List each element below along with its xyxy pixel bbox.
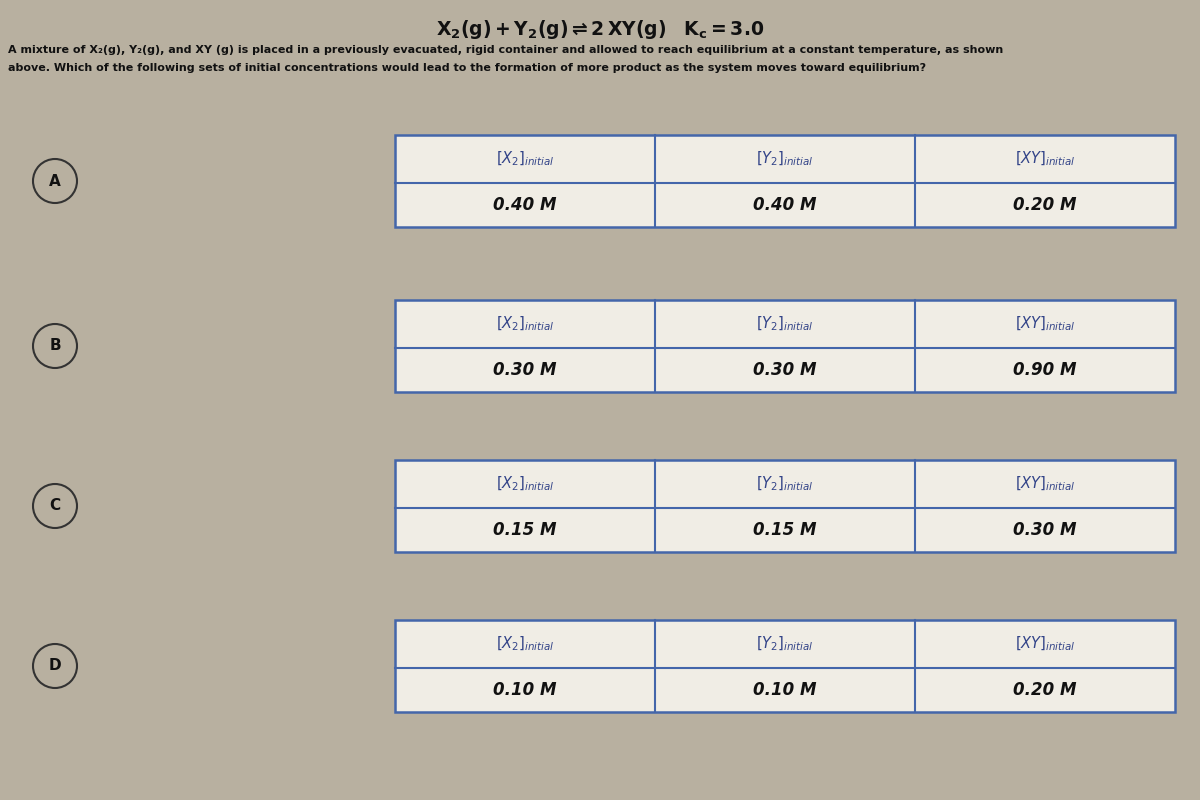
Text: $[Y_2]_{initial}$: $[Y_2]_{initial}$ [756,635,814,653]
Text: 0.10 M: 0.10 M [754,681,817,699]
Text: $\mathbf{X_2(g) + Y_2(g) \rightleftharpoons 2\,XY(g)}$$\quad\mathbf{K_c = 3.0}$: $\mathbf{X_2(g) + Y_2(g) \rightleftharpo… [436,18,764,41]
Text: $[XY]_{initial}$: $[XY]_{initial}$ [1015,314,1075,333]
Text: 0.10 M: 0.10 M [493,681,557,699]
FancyBboxPatch shape [395,460,1175,552]
Text: 0.20 M: 0.20 M [1013,196,1076,214]
Text: $[X_2]_{initial}$: $[X_2]_{initial}$ [496,150,554,168]
Text: 0.90 M: 0.90 M [1013,361,1076,379]
Text: 0.40 M: 0.40 M [493,196,557,214]
Circle shape [34,644,77,688]
Circle shape [34,484,77,528]
Text: B: B [49,338,61,354]
Text: $[Y_2]_{initial}$: $[Y_2]_{initial}$ [756,150,814,168]
Text: $[X_2]_{initial}$: $[X_2]_{initial}$ [496,635,554,653]
Circle shape [34,324,77,368]
Text: 0.30 M: 0.30 M [493,361,557,379]
Text: $[X_2]_{initial}$: $[X_2]_{initial}$ [496,475,554,493]
FancyBboxPatch shape [395,300,1175,392]
Text: 0.40 M: 0.40 M [754,196,817,214]
Text: $[X_2]_{initial}$: $[X_2]_{initial}$ [496,314,554,333]
Text: $[Y_2]_{initial}$: $[Y_2]_{initial}$ [756,475,814,493]
FancyBboxPatch shape [395,620,1175,712]
Text: 0.30 M: 0.30 M [1013,521,1076,539]
Text: A mixture of X₂(g), Y₂(g), and XY (g) is placed in a previously evacuated, rigid: A mixture of X₂(g), Y₂(g), and XY (g) is… [8,45,1003,55]
Text: $[XY]_{initial}$: $[XY]_{initial}$ [1015,635,1075,653]
Text: 0.30 M: 0.30 M [754,361,817,379]
Text: above. Which of the following sets of initial concentrations would lead to the f: above. Which of the following sets of in… [8,63,926,73]
Text: 0.15 M: 0.15 M [493,521,557,539]
Text: C: C [49,498,60,514]
Text: 0.20 M: 0.20 M [1013,681,1076,699]
Text: D: D [49,658,61,674]
Text: 0.15 M: 0.15 M [754,521,817,539]
Text: $[Y_2]_{initial}$: $[Y_2]_{initial}$ [756,314,814,333]
Circle shape [34,159,77,203]
Text: $[XY]_{initial}$: $[XY]_{initial}$ [1015,475,1075,493]
Text: A: A [49,174,61,189]
Text: $[XY]_{initial}$: $[XY]_{initial}$ [1015,150,1075,168]
FancyBboxPatch shape [395,135,1175,227]
